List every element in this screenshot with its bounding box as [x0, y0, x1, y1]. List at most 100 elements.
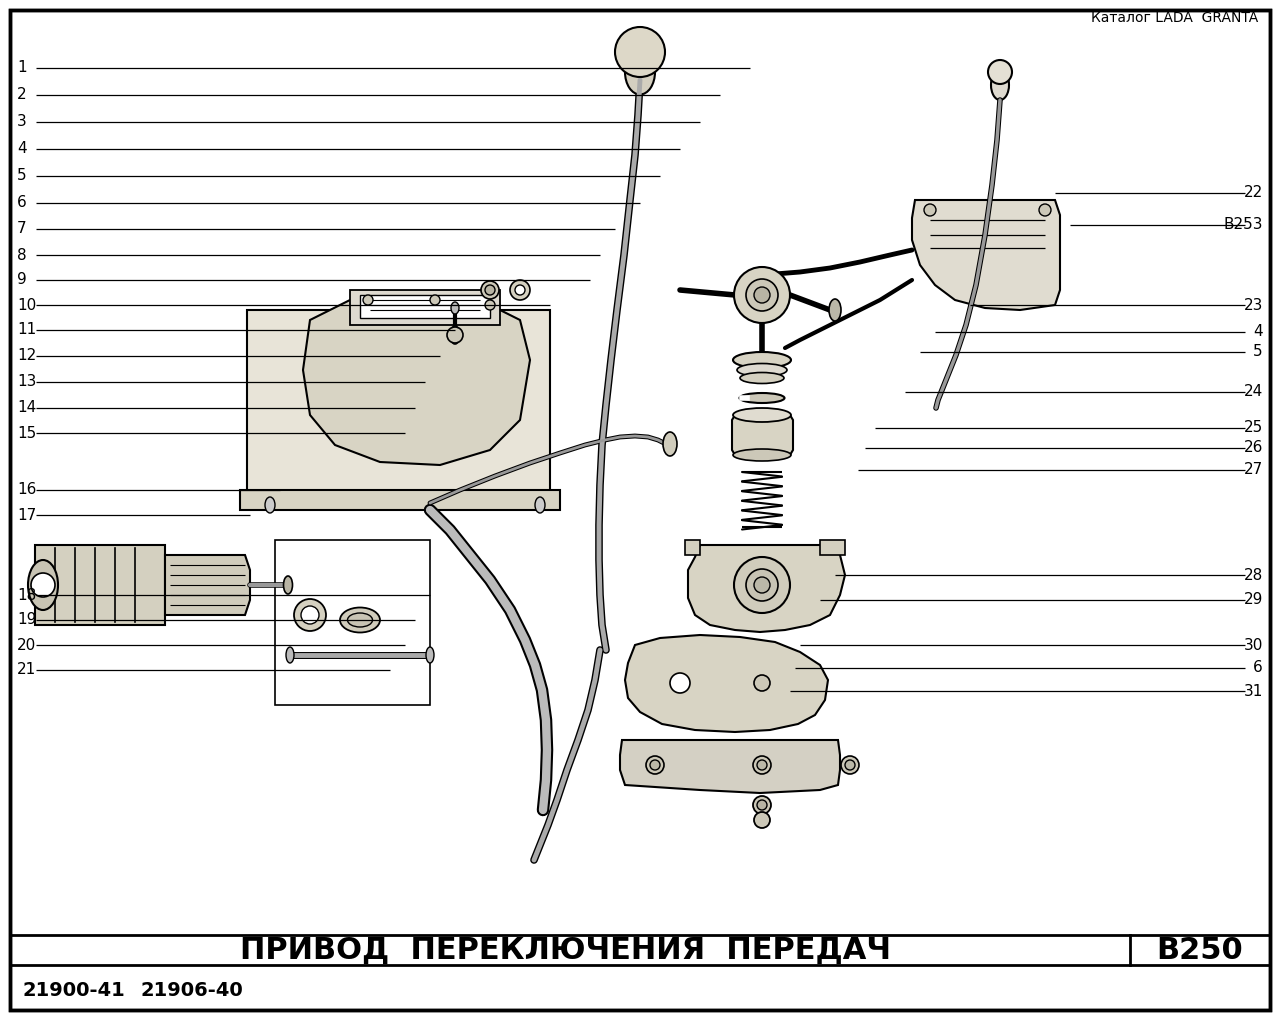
Circle shape: [650, 760, 660, 770]
Text: ПРИВОД  ПЕРЕКЛЮЧЕНИЯ  ПЕРЕДАЧ: ПРИВОД ПЕРЕКЛЮЧЕНИЯ ПЕРЕДАЧ: [239, 935, 891, 965]
Circle shape: [481, 281, 499, 299]
Text: 18: 18: [17, 587, 36, 602]
Circle shape: [646, 756, 664, 774]
Circle shape: [756, 800, 767, 810]
Ellipse shape: [426, 647, 434, 663]
Polygon shape: [625, 635, 828, 732]
Text: 9: 9: [17, 273, 27, 288]
Text: 20: 20: [17, 637, 36, 652]
Polygon shape: [820, 540, 845, 555]
Text: 28: 28: [1244, 568, 1263, 583]
Text: 31: 31: [1244, 683, 1263, 698]
Circle shape: [447, 327, 463, 343]
Circle shape: [753, 796, 771, 814]
Polygon shape: [241, 490, 561, 510]
Polygon shape: [911, 200, 1060, 310]
Bar: [275, 540, 430, 704]
Ellipse shape: [347, 613, 372, 627]
Ellipse shape: [733, 449, 791, 461]
Ellipse shape: [451, 302, 460, 314]
Text: 27: 27: [1244, 463, 1263, 478]
Text: 17: 17: [17, 507, 36, 523]
Text: 16: 16: [17, 483, 36, 497]
Text: 22: 22: [1244, 186, 1263, 200]
Circle shape: [485, 285, 495, 295]
Polygon shape: [689, 545, 845, 632]
Ellipse shape: [625, 49, 655, 95]
Ellipse shape: [829, 299, 841, 321]
Text: 25: 25: [1244, 421, 1263, 436]
Circle shape: [733, 268, 790, 323]
Circle shape: [485, 300, 495, 310]
Text: 14: 14: [17, 400, 36, 416]
Circle shape: [515, 285, 525, 295]
Ellipse shape: [737, 363, 787, 377]
Circle shape: [669, 673, 690, 693]
Text: Каталог LADA  GRANTA: Каталог LADA GRANTA: [1091, 11, 1258, 25]
Text: 8: 8: [17, 247, 27, 262]
Polygon shape: [732, 415, 794, 455]
Polygon shape: [165, 555, 250, 615]
Text: 15: 15: [17, 426, 36, 440]
Text: 26: 26: [1244, 440, 1263, 455]
Circle shape: [746, 279, 778, 311]
Ellipse shape: [28, 560, 58, 610]
Text: 21900-41: 21900-41: [22, 980, 124, 1000]
Text: 30: 30: [1244, 637, 1263, 652]
Circle shape: [988, 60, 1012, 84]
Ellipse shape: [283, 576, 293, 594]
Text: В250: В250: [1157, 935, 1243, 965]
Ellipse shape: [740, 393, 785, 403]
Polygon shape: [303, 295, 530, 465]
Circle shape: [841, 756, 859, 774]
Circle shape: [754, 287, 771, 303]
Ellipse shape: [451, 326, 460, 344]
Text: 3: 3: [17, 114, 27, 130]
Polygon shape: [349, 290, 500, 325]
Polygon shape: [35, 545, 165, 625]
Circle shape: [753, 756, 771, 774]
Text: 7: 7: [17, 222, 27, 237]
Text: 2: 2: [17, 88, 27, 102]
Text: 10: 10: [17, 297, 36, 312]
Ellipse shape: [340, 607, 380, 632]
Text: 5: 5: [1253, 344, 1263, 359]
Circle shape: [614, 27, 666, 77]
Ellipse shape: [535, 497, 545, 513]
Circle shape: [754, 812, 771, 828]
Text: 4: 4: [1253, 325, 1263, 340]
Ellipse shape: [265, 497, 275, 513]
Circle shape: [294, 599, 326, 631]
Circle shape: [733, 557, 790, 613]
Text: 6: 6: [1253, 661, 1263, 676]
Circle shape: [509, 280, 530, 300]
Circle shape: [301, 606, 319, 624]
Text: 24: 24: [1244, 385, 1263, 399]
Text: B253: B253: [1224, 217, 1263, 233]
Text: 11: 11: [17, 323, 36, 338]
Text: 1: 1: [17, 60, 27, 76]
Ellipse shape: [733, 352, 791, 368]
Polygon shape: [685, 540, 700, 555]
Text: 23: 23: [1244, 297, 1263, 312]
Circle shape: [845, 760, 855, 770]
Text: 29: 29: [1244, 592, 1263, 607]
Ellipse shape: [733, 408, 791, 422]
Circle shape: [754, 577, 771, 593]
Circle shape: [31, 573, 55, 597]
Polygon shape: [620, 740, 840, 793]
Polygon shape: [247, 310, 550, 500]
Text: 21906-40: 21906-40: [140, 980, 243, 1000]
Circle shape: [364, 295, 372, 305]
Circle shape: [924, 204, 936, 216]
Text: 21: 21: [17, 663, 36, 678]
Ellipse shape: [663, 432, 677, 456]
Text: 4: 4: [17, 142, 27, 156]
Ellipse shape: [991, 70, 1009, 100]
Polygon shape: [360, 295, 490, 318]
Circle shape: [430, 295, 440, 305]
Ellipse shape: [740, 373, 783, 384]
Text: 5: 5: [17, 168, 27, 184]
Text: 19: 19: [17, 613, 36, 628]
Text: 13: 13: [17, 375, 36, 389]
